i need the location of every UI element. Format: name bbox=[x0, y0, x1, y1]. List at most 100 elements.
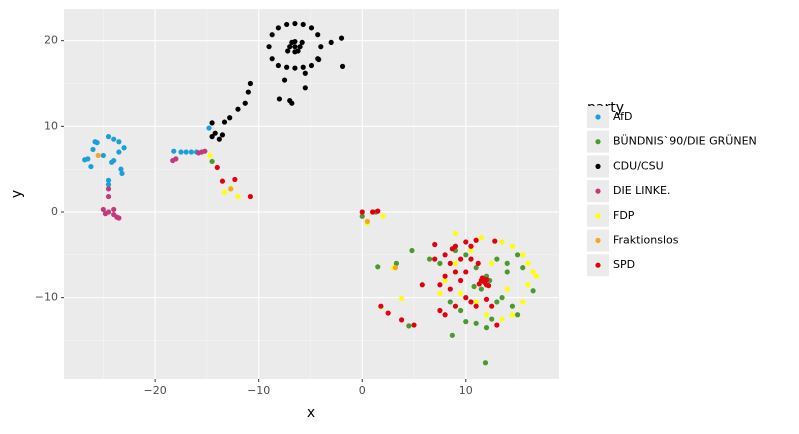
point bbox=[504, 286, 510, 292]
legend-label: Fraktionslos bbox=[613, 234, 679, 247]
point bbox=[281, 77, 288, 83]
point bbox=[483, 312, 490, 318]
point bbox=[437, 307, 443, 314]
point bbox=[437, 290, 443, 296]
point bbox=[473, 265, 479, 271]
point bbox=[375, 264, 381, 270]
point bbox=[95, 152, 101, 159]
point bbox=[442, 312, 448, 318]
point bbox=[509, 312, 515, 318]
point bbox=[489, 303, 495, 309]
point bbox=[109, 159, 115, 165]
legend-label: BÜNDNIS`90/DIE GRÜNEN bbox=[613, 135, 757, 148]
point bbox=[520, 265, 526, 271]
panel bbox=[64, 9, 559, 379]
point bbox=[463, 319, 469, 325]
point bbox=[452, 230, 459, 236]
point bbox=[114, 214, 120, 220]
point bbox=[432, 241, 438, 248]
point bbox=[302, 85, 308, 91]
point bbox=[105, 186, 112, 192]
point bbox=[171, 148, 177, 154]
point bbox=[514, 252, 521, 258]
point bbox=[458, 290, 464, 296]
point bbox=[406, 323, 412, 329]
point bbox=[102, 211, 109, 217]
point bbox=[219, 132, 226, 138]
point bbox=[119, 170, 125, 177]
point bbox=[302, 70, 308, 76]
legend-marker bbox=[595, 114, 601, 120]
x-axis-label: x bbox=[307, 405, 315, 421]
x-tick-label: 0 bbox=[359, 384, 366, 397]
point bbox=[504, 269, 510, 275]
point bbox=[468, 243, 474, 249]
point bbox=[475, 260, 481, 266]
point bbox=[316, 56, 322, 63]
point bbox=[476, 281, 482, 287]
point bbox=[452, 303, 459, 309]
point bbox=[235, 193, 241, 200]
x-tick-label: −10 bbox=[247, 384, 270, 397]
point bbox=[483, 277, 490, 283]
y-tick-label: 0 bbox=[51, 205, 58, 218]
legend-label: CDU/CSU bbox=[613, 159, 664, 172]
point bbox=[478, 235, 484, 241]
point bbox=[411, 322, 417, 328]
point bbox=[299, 39, 305, 46]
point bbox=[105, 177, 112, 183]
point bbox=[285, 48, 291, 54]
legend-label: AfD bbox=[613, 110, 632, 123]
point bbox=[375, 208, 381, 214]
point bbox=[209, 120, 215, 126]
point bbox=[489, 316, 495, 322]
point bbox=[468, 299, 474, 305]
point bbox=[432, 256, 438, 262]
y-tick-label: 20 bbox=[44, 34, 58, 47]
point bbox=[458, 256, 464, 262]
legend-marker bbox=[595, 188, 601, 194]
point bbox=[499, 239, 505, 245]
legend-marker bbox=[595, 213, 601, 219]
point bbox=[359, 209, 365, 215]
point bbox=[209, 134, 215, 140]
point bbox=[504, 260, 510, 266]
point bbox=[300, 64, 306, 70]
point bbox=[369, 209, 376, 215]
point bbox=[473, 299, 479, 305]
point bbox=[289, 39, 295, 46]
point bbox=[207, 152, 213, 159]
point bbox=[173, 156, 179, 162]
point bbox=[359, 213, 365, 219]
legend-label: FDP bbox=[613, 209, 635, 222]
point bbox=[525, 260, 531, 266]
point bbox=[287, 44, 293, 50]
point bbox=[452, 260, 459, 266]
point bbox=[289, 100, 295, 106]
point bbox=[533, 273, 539, 279]
point bbox=[468, 256, 474, 262]
point bbox=[297, 44, 303, 50]
point bbox=[530, 288, 536, 294]
point bbox=[483, 325, 490, 331]
point bbox=[449, 246, 455, 252]
legend-marker bbox=[595, 262, 601, 268]
point bbox=[437, 260, 443, 266]
point bbox=[100, 206, 106, 213]
legend-marker bbox=[595, 163, 601, 169]
point bbox=[494, 256, 500, 262]
point bbox=[284, 64, 290, 70]
point bbox=[463, 252, 469, 258]
point bbox=[88, 163, 94, 170]
legend-label: DIE LINKE. bbox=[613, 184, 670, 197]
point bbox=[483, 296, 490, 302]
point bbox=[458, 307, 464, 314]
point bbox=[478, 286, 484, 292]
point bbox=[392, 265, 398, 271]
point bbox=[276, 96, 282, 102]
point bbox=[447, 260, 453, 266]
point bbox=[447, 286, 453, 292]
point bbox=[245, 89, 251, 95]
point bbox=[463, 239, 469, 245]
